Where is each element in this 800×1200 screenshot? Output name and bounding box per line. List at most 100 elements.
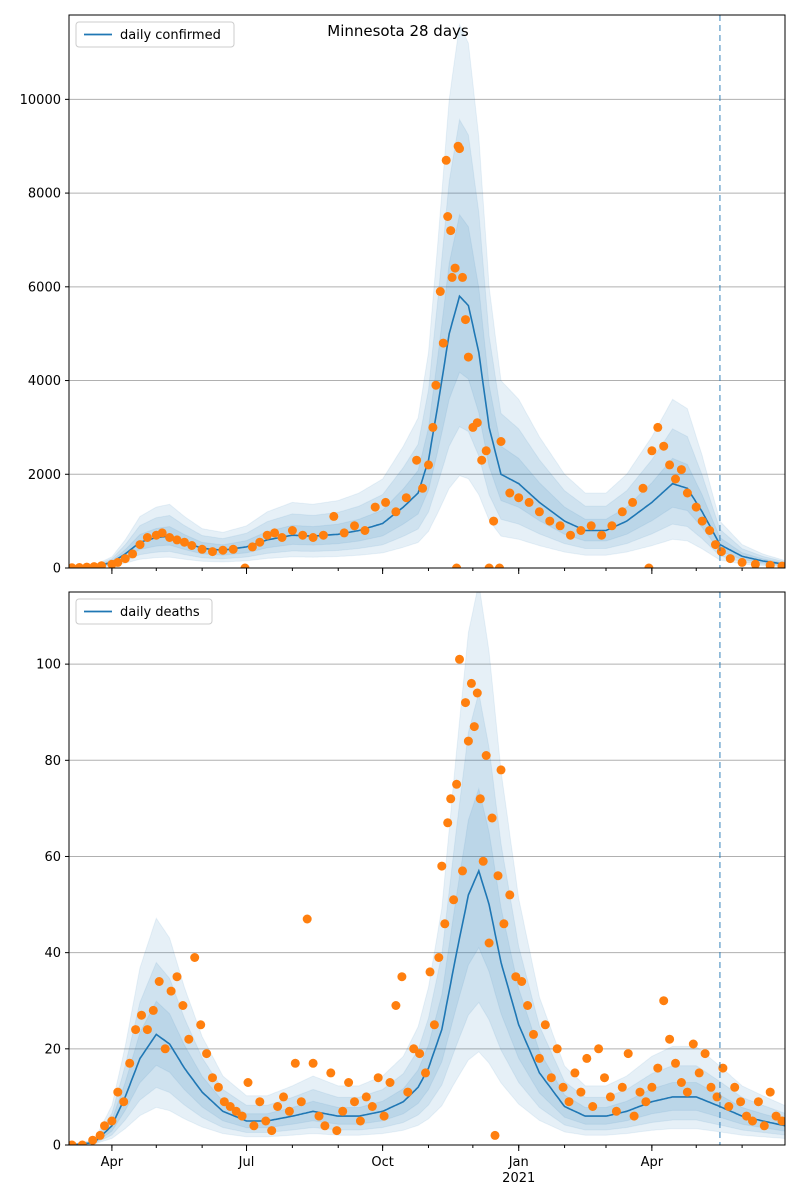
plot-area [69, 592, 785, 1145]
observed-point [338, 1106, 348, 1116]
observed-point [290, 1058, 300, 1068]
observed-point [641, 1097, 651, 1107]
observed-point [566, 530, 575, 540]
observed-point [540, 1020, 550, 1030]
uncertainty-band [69, 22, 785, 568]
observed-point [716, 547, 726, 557]
observed-point [730, 1082, 740, 1092]
observed-point [582, 1053, 592, 1063]
y-tick-label: 40 [44, 946, 61, 961]
observed-point [385, 1078, 395, 1087]
plot-area [69, 22, 785, 568]
observed-point [607, 521, 617, 531]
observed-point [441, 155, 451, 165]
observed-point [187, 541, 197, 550]
observed-point [302, 914, 312, 924]
y-tick-label: 60 [44, 850, 61, 865]
observed-point [240, 563, 250, 568]
observed-point [628, 497, 638, 507]
observed-point [725, 554, 735, 564]
observed-point [455, 144, 464, 154]
observed-point [742, 1111, 751, 1121]
observed-point [682, 488, 692, 498]
x-tick-label: Oct [371, 1155, 393, 1170]
observed-point [435, 287, 445, 296]
observed-point [279, 1092, 288, 1102]
observed-point [546, 1073, 556, 1083]
figure-title: Minnesota 28 days [327, 22, 469, 40]
observed-point [228, 544, 238, 554]
observed-point [665, 460, 675, 470]
observed-point [458, 866, 467, 876]
observed-point [277, 533, 287, 542]
legend-box [75, 598, 213, 625]
observed-point [172, 535, 182, 545]
observed-point [113, 1087, 123, 1097]
observed-point [339, 528, 349, 538]
observed-point [165, 533, 175, 542]
observed-point [475, 794, 485, 804]
observed-point [750, 559, 760, 568]
observed-point [208, 1073, 217, 1083]
observed-point [95, 1130, 105, 1140]
observed-point [367, 1102, 377, 1111]
observed-point [446, 794, 456, 804]
observed-point [397, 972, 407, 982]
y-tick-label: 10000 [20, 93, 61, 108]
observed-point [137, 1010, 146, 1020]
observed-point [119, 1097, 129, 1107]
observed-point [617, 507, 627, 517]
observed-point [178, 1001, 188, 1010]
observed-point [261, 1116, 271, 1126]
observed-point [429, 1020, 439, 1030]
observed-point [605, 1092, 615, 1102]
observed-point [450, 263, 460, 273]
observed-point [529, 1029, 538, 1039]
observed-point [172, 972, 182, 982]
observed-point [332, 1126, 342, 1136]
observed-point [706, 1082, 716, 1092]
observed-point [481, 446, 491, 456]
observed-point [496, 437, 506, 446]
observed-point [490, 1130, 500, 1140]
observed-point [455, 654, 464, 664]
observed-point [190, 953, 200, 962]
observed-point [373, 1073, 383, 1083]
observed-point [208, 547, 217, 557]
observed-point [449, 895, 459, 905]
observed-point [737, 557, 747, 567]
observed-point [697, 516, 707, 526]
observed-point [179, 537, 189, 547]
observed-point [166, 986, 176, 996]
observed-point [418, 483, 428, 493]
observed-point [552, 1044, 562, 1054]
observed-point [247, 542, 257, 552]
observed-point [125, 1058, 135, 1068]
observed-point [461, 315, 470, 325]
observed-point [534, 507, 544, 517]
observed-point [381, 497, 391, 507]
observed-point [458, 272, 467, 282]
observed-point [644, 563, 654, 568]
observed-point [142, 533, 152, 542]
observed-point [202, 1049, 212, 1059]
observed-point [135, 540, 145, 550]
observed-point [120, 554, 130, 564]
observed-point [308, 533, 318, 542]
observed-point [415, 1049, 425, 1059]
observed-point [594, 1044, 604, 1054]
observed-point [344, 1078, 354, 1087]
observed-point [425, 967, 435, 977]
legend: daily confirmed [75, 21, 235, 48]
y-tick-label: 6000 [28, 280, 61, 295]
observed-point [370, 502, 380, 512]
legend: daily deaths [75, 598, 213, 625]
observed-point [287, 526, 297, 535]
observed-point [237, 1111, 247, 1121]
observed-point [682, 1087, 692, 1097]
observed-point [213, 1082, 223, 1092]
observed-point [469, 722, 479, 732]
uncertainty-band [69, 118, 785, 568]
observed-point [329, 511, 339, 521]
observed-point [82, 562, 92, 568]
